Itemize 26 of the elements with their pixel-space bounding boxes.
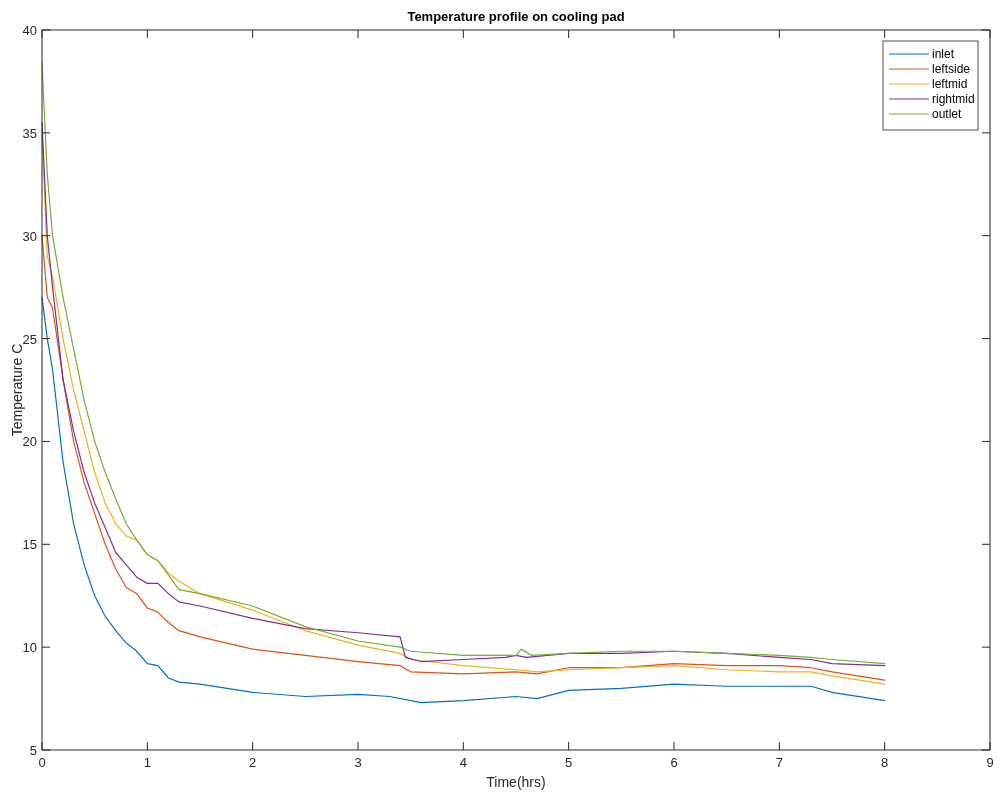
x-tick-label: 4 bbox=[459, 755, 467, 770]
y-tick-label: 30 bbox=[22, 228, 37, 244]
x-tick-label: 8 bbox=[881, 755, 889, 770]
legend-label: rightmid bbox=[932, 92, 975, 106]
x-tick-label: 7 bbox=[775, 755, 783, 770]
legend-label: leftside bbox=[932, 62, 971, 76]
x-tick-label: 6 bbox=[670, 755, 678, 770]
x-axis-title: Time(hrs) bbox=[486, 774, 546, 790]
y-axis-title: Temperature C bbox=[9, 343, 25, 437]
y-tick-label: 15 bbox=[22, 537, 37, 553]
x-tick-label: 5 bbox=[565, 755, 573, 770]
x-tick-label: 0 bbox=[38, 755, 46, 770]
y-tick-label: 10 bbox=[22, 640, 37, 656]
x-tick-label: 9 bbox=[986, 755, 994, 770]
chart-title: Temperature profile on cooling pad bbox=[407, 9, 625, 24]
x-tick-label: 1 bbox=[143, 755, 151, 770]
y-tick-label: 5 bbox=[29, 743, 37, 758]
y-tick-label: 25 bbox=[22, 331, 37, 347]
legend-label: outlet bbox=[932, 107, 963, 121]
y-tick-label: 35 bbox=[22, 125, 37, 141]
legend-label: leftmid bbox=[932, 77, 968, 91]
y-tick-label: 40 bbox=[22, 23, 37, 38]
y-tick-label: 20 bbox=[22, 434, 37, 450]
x-tick-label: 2 bbox=[249, 755, 257, 770]
x-tick-label: 3 bbox=[354, 755, 362, 770]
legend-label: inlet bbox=[932, 47, 955, 61]
